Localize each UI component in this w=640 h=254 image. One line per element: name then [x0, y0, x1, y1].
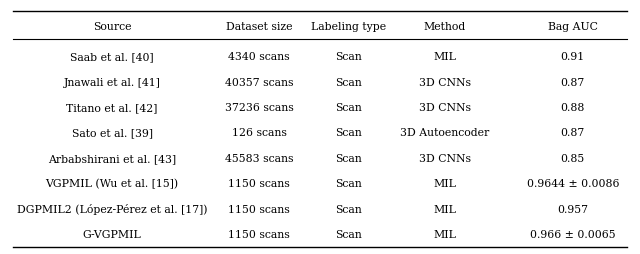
Text: Scan: Scan — [335, 128, 362, 138]
Text: 0.91: 0.91 — [561, 52, 585, 62]
Text: MIL: MIL — [433, 179, 456, 189]
Text: MIL: MIL — [433, 52, 456, 62]
Text: G-VGPMIL: G-VGPMIL — [83, 230, 141, 240]
Text: 40357 scans: 40357 scans — [225, 77, 294, 88]
Text: Labeling type: Labeling type — [311, 22, 387, 32]
Text: Dataset size: Dataset size — [226, 22, 292, 32]
Text: 1150 scans: 1150 scans — [228, 204, 290, 215]
Text: Scan: Scan — [335, 103, 362, 113]
Text: 0.88: 0.88 — [561, 103, 585, 113]
Text: 0.966 ± 0.0065: 0.966 ± 0.0065 — [530, 230, 616, 240]
Text: Arbabshirani et al. [43]: Arbabshirani et al. [43] — [48, 154, 176, 164]
Text: 3D CNNs: 3D CNNs — [419, 154, 471, 164]
Text: VGPMIL (Wu et al. [15]): VGPMIL (Wu et al. [15]) — [45, 179, 179, 189]
Text: 0.85: 0.85 — [561, 154, 585, 164]
Text: 3D CNNs: 3D CNNs — [419, 77, 471, 88]
Text: Saab et al. [40]: Saab et al. [40] — [70, 52, 154, 62]
Text: 0.9644 ± 0.0086: 0.9644 ± 0.0086 — [527, 179, 619, 189]
Text: 45583 scans: 45583 scans — [225, 154, 294, 164]
Text: 0.957: 0.957 — [557, 204, 588, 215]
Text: 126 scans: 126 scans — [232, 128, 287, 138]
Text: Scan: Scan — [335, 204, 362, 215]
Text: 0.87: 0.87 — [561, 128, 585, 138]
Text: Scan: Scan — [335, 230, 362, 240]
Text: Source: Source — [93, 22, 131, 32]
Text: Scan: Scan — [335, 77, 362, 88]
Text: 1150 scans: 1150 scans — [228, 230, 290, 240]
Text: MIL: MIL — [433, 230, 456, 240]
Text: 3D CNNs: 3D CNNs — [419, 103, 471, 113]
Text: 37236 scans: 37236 scans — [225, 103, 294, 113]
Text: 0.87: 0.87 — [561, 77, 585, 88]
Text: Sato et al. [39]: Sato et al. [39] — [72, 128, 152, 138]
Text: Scan: Scan — [335, 179, 362, 189]
Text: 1150 scans: 1150 scans — [228, 179, 290, 189]
Text: Scan: Scan — [335, 154, 362, 164]
Text: 4340 scans: 4340 scans — [228, 52, 290, 62]
Text: DGPMIL2 (López-Pérez et al. [17]): DGPMIL2 (López-Pérez et al. [17]) — [17, 204, 207, 215]
Text: MIL: MIL — [433, 204, 456, 215]
Text: Method: Method — [424, 22, 466, 32]
Text: Titano et al. [42]: Titano et al. [42] — [67, 103, 157, 113]
Text: Bag AUC: Bag AUC — [548, 22, 598, 32]
Text: Jnawali et al. [41]: Jnawali et al. [41] — [63, 77, 161, 88]
Text: 3D Autoencoder: 3D Autoencoder — [400, 128, 490, 138]
Text: Scan: Scan — [335, 52, 362, 62]
